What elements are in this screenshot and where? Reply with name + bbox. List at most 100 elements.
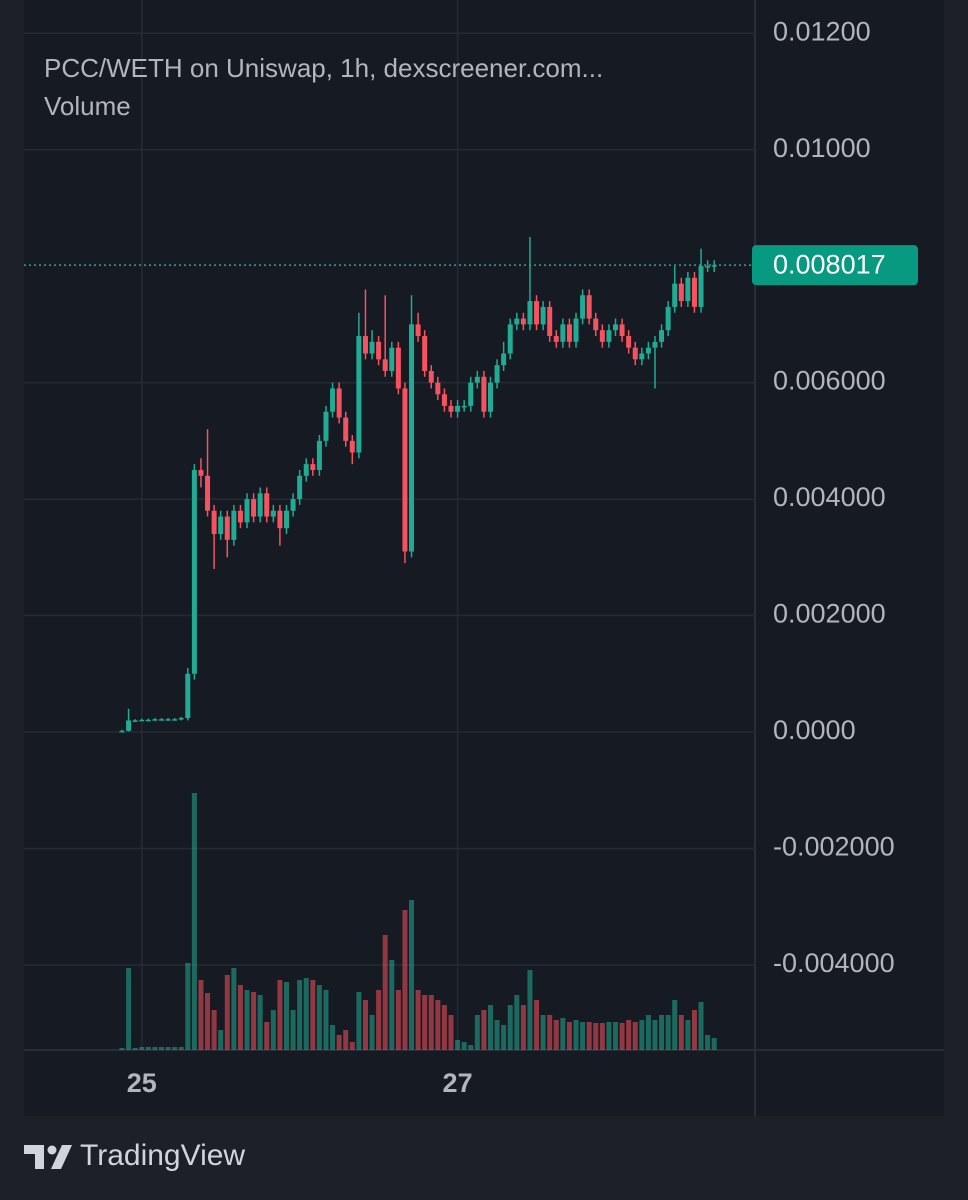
volume-bar bbox=[224, 975, 230, 1050]
volume-bar bbox=[580, 1022, 586, 1050]
candle-body bbox=[606, 330, 612, 342]
candle-body bbox=[428, 370, 434, 383]
volume-bar bbox=[553, 1020, 559, 1050]
volume-bar bbox=[277, 980, 283, 1050]
volume-bar bbox=[198, 980, 204, 1050]
candle-body bbox=[244, 499, 250, 523]
y-tick-label: 0.006000 bbox=[773, 366, 886, 396]
last-price-box bbox=[752, 245, 918, 286]
y-tick-label: 0.004000 bbox=[773, 482, 886, 512]
volume-bar bbox=[395, 990, 401, 1050]
candle-body bbox=[560, 324, 566, 342]
candle-body bbox=[132, 720, 138, 722]
volume-bar bbox=[573, 1020, 579, 1050]
volume-bar bbox=[711, 1038, 717, 1050]
brand-name: TradingView bbox=[80, 1139, 245, 1172]
candle-body bbox=[224, 516, 230, 540]
candle-body bbox=[652, 341, 658, 348]
volume-bar bbox=[672, 1000, 678, 1050]
candle-body bbox=[566, 324, 572, 342]
candle-body bbox=[639, 353, 645, 360]
candle-body bbox=[613, 324, 618, 331]
candle-body bbox=[165, 719, 171, 721]
volume-bar bbox=[409, 900, 415, 1050]
volume-bar bbox=[534, 1000, 540, 1050]
candle-body bbox=[310, 464, 316, 470]
volume-bar bbox=[132, 1048, 138, 1050]
candle-body bbox=[527, 301, 533, 325]
volume-bar bbox=[547, 1015, 553, 1050]
volume-bar bbox=[382, 935, 388, 1050]
volume-bar bbox=[139, 1047, 145, 1050]
candle-body bbox=[126, 720, 132, 731]
candle-body bbox=[290, 499, 296, 511]
volume-bar bbox=[566, 1022, 572, 1050]
candle-body bbox=[494, 365, 500, 383]
volume-bar bbox=[481, 1010, 487, 1050]
volume-bar bbox=[501, 1025, 507, 1050]
candle-body bbox=[659, 330, 665, 342]
candle-body bbox=[619, 324, 625, 337]
x-tick-label: 27 bbox=[443, 1068, 473, 1098]
volume-bar bbox=[303, 978, 309, 1050]
candle-body bbox=[362, 336, 368, 354]
volume-bar bbox=[652, 1020, 658, 1050]
candle-body bbox=[468, 382, 474, 406]
candle-body bbox=[474, 376, 480, 383]
candle-body bbox=[336, 388, 342, 418]
volume-bar bbox=[402, 910, 408, 1050]
candle-body bbox=[645, 347, 651, 354]
candle-body bbox=[441, 394, 447, 406]
volume-bar bbox=[244, 990, 250, 1050]
volume-bar bbox=[441, 1005, 447, 1050]
candle-body bbox=[461, 405, 467, 408]
volume-bar bbox=[422, 995, 428, 1050]
x-tick-label: 25 bbox=[127, 1068, 157, 1098]
volume-bar bbox=[205, 993, 211, 1050]
volume-bar bbox=[257, 995, 263, 1050]
candle-body bbox=[211, 510, 217, 535]
volume-bar bbox=[691, 1010, 697, 1050]
volume-bar bbox=[172, 1047, 178, 1050]
volume-bar bbox=[349, 1042, 355, 1050]
volume-bar bbox=[560, 1018, 566, 1050]
candle-body bbox=[303, 464, 309, 476]
candle-body bbox=[593, 318, 599, 331]
candle-body bbox=[178, 718, 184, 720]
volume-bar bbox=[461, 1042, 467, 1050]
brand-logo bbox=[24, 1145, 72, 1169]
volume-bar bbox=[606, 1022, 612, 1050]
candle-body bbox=[218, 516, 224, 535]
candle-body bbox=[172, 719, 178, 721]
volume-bar bbox=[126, 968, 132, 1050]
volume-bar bbox=[698, 1002, 704, 1050]
volume-bar bbox=[520, 1005, 526, 1050]
volume-bar bbox=[145, 1047, 151, 1050]
volume-bar bbox=[626, 1020, 632, 1050]
volume-bar bbox=[645, 1015, 651, 1050]
candle-body bbox=[231, 510, 237, 540]
candle-body bbox=[316, 440, 322, 470]
candle-body bbox=[257, 493, 263, 517]
y-tick-label: 0.002000 bbox=[773, 599, 886, 629]
candle-body bbox=[573, 318, 579, 342]
volume-bar bbox=[593, 1023, 599, 1050]
chart-title: PCC/WETH on Uniswap, 1h, dexscreener.com… bbox=[44, 53, 603, 83]
volume-bar bbox=[316, 985, 322, 1050]
volume-bar bbox=[494, 1020, 500, 1050]
volume-bar bbox=[487, 1005, 493, 1050]
volume-bar bbox=[415, 990, 421, 1050]
volume-bar bbox=[152, 1047, 158, 1050]
candle-body bbox=[356, 336, 362, 453]
candle-body bbox=[139, 719, 145, 722]
candle-body bbox=[369, 341, 375, 354]
candle-body bbox=[158, 719, 164, 721]
candle-body bbox=[632, 347, 638, 360]
volume-bar bbox=[639, 1020, 645, 1050]
volume-bar bbox=[455, 1040, 461, 1050]
volume-bar bbox=[665, 1015, 671, 1050]
volume-bar bbox=[632, 1022, 638, 1050]
candle-body bbox=[422, 336, 428, 371]
grid bbox=[24, 0, 755, 1050]
